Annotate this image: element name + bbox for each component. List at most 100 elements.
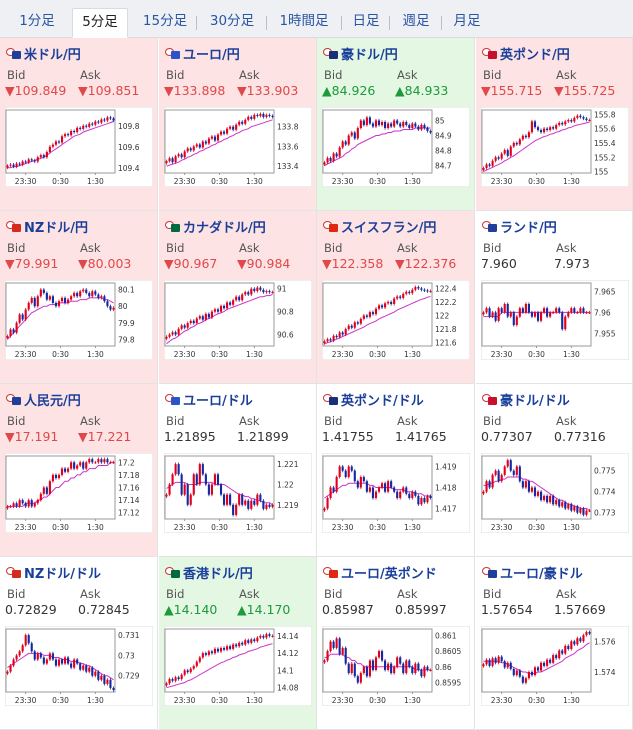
candle-body bbox=[88, 292, 91, 297]
tab-6[interactable]: 週足 bbox=[402, 13, 430, 29]
pair-name[interactable]: 人民元/円 bbox=[24, 393, 81, 409]
rate-panel[interactable]: 英ポンド/円 Bid Ask ▼155.715 ▼155.725 155.8 155.6 15… bbox=[476, 38, 633, 211]
candle-body bbox=[350, 663, 353, 674]
pair-name[interactable]: 香港ドル/円 bbox=[183, 566, 253, 582]
candle-body bbox=[329, 641, 332, 652]
pair-name[interactable]: スイスフラン/円 bbox=[341, 220, 437, 236]
pair-title[interactable]: ユーロ/ドル bbox=[165, 390, 253, 409]
candle-body bbox=[100, 296, 103, 298]
ask-label: Ask bbox=[80, 587, 101, 601]
pair-name[interactable]: NZドル/円 bbox=[24, 220, 89, 236]
pair-title[interactable]: ユーロ/豪ドル bbox=[482, 563, 583, 582]
rate-panel[interactable]: ユーロ/英ポンド Bid Ask 0.85987 0.85997 0.861 0.8605 0… bbox=[317, 557, 475, 730]
candle-body bbox=[256, 494, 259, 505]
pair-title[interactable]: ユーロ/英ポンド bbox=[323, 563, 437, 582]
candle-body bbox=[85, 462, 88, 469]
pair-title[interactable]: NZドル/ドル bbox=[6, 563, 102, 582]
candle-body bbox=[15, 503, 18, 507]
candle-body bbox=[527, 672, 530, 679]
tab-3[interactable]: 30分足 bbox=[209, 13, 255, 29]
pair-name[interactable]: 米ドル/円 bbox=[24, 47, 81, 63]
flag-part bbox=[12, 396, 21, 405]
y-tick-label: 84.7 bbox=[435, 162, 452, 171]
candle-body bbox=[512, 312, 515, 325]
candle-body bbox=[329, 158, 332, 161]
rate-panel[interactable]: ユーロ/豪ドル Bid Ask 1.57654 1.57669 1.576 1.574 23:… bbox=[476, 557, 633, 730]
rate-panel[interactable]: 香港ドル/円 Bid Ask ▲14.140 ▲14.170 14.14 14.12 14.1… bbox=[159, 557, 317, 730]
x-tick-label: 1:30 bbox=[87, 350, 104, 359]
pair-title[interactable]: ランド/円 bbox=[482, 217, 557, 236]
candle-body bbox=[323, 341, 326, 344]
tab-7[interactable]: 月足 bbox=[453, 13, 481, 29]
candle-body bbox=[497, 470, 500, 482]
ask-price: ▼90.984 bbox=[237, 256, 290, 271]
rate-panel[interactable]: NZドル/ドル Bid Ask 0.72829 0.72845 0.731 0.73 0.72… bbox=[0, 557, 158, 730]
pair-name[interactable]: NZドル/ドル bbox=[24, 566, 102, 582]
pair-title[interactable]: 英ポンド/ドル bbox=[323, 390, 424, 409]
pair-name[interactable]: ユーロ/豪ドル bbox=[500, 566, 583, 582]
tab-5[interactable]: 日足 bbox=[352, 13, 380, 29]
pair-name[interactable]: ユーロ/ドル bbox=[183, 393, 253, 409]
pair-title[interactable]: 米ドル/円 bbox=[6, 44, 81, 63]
tab-4[interactable]: 1時間足 bbox=[279, 13, 329, 29]
rate-panel[interactable]: NZドル/円 Bid Ask ▼79.991 ▼80.003 80.1 80 79.9 79.8… bbox=[0, 211, 158, 384]
rate-panel[interactable]: ユーロ/ドル Bid Ask 1.21895 1.21899 1.221 1.22 1.219… bbox=[159, 384, 317, 557]
candle-body bbox=[210, 136, 213, 139]
rate-panel[interactable]: ユーロ/円 Bid Ask ▼133.898 ▼133.903 133.8 133.6 133… bbox=[159, 38, 317, 211]
candle-body bbox=[48, 481, 51, 494]
pair-title[interactable]: スイスフラン/円 bbox=[323, 217, 437, 236]
candle-body bbox=[326, 339, 329, 342]
candle-body bbox=[485, 164, 488, 168]
candle-body bbox=[549, 127, 552, 131]
tab-0[interactable]: 1分足 bbox=[19, 13, 55, 29]
candle-body bbox=[201, 316, 204, 320]
candle-body bbox=[362, 477, 365, 482]
rate-panel[interactable]: 豪ドル/ドル Bid Ask 0.77307 0.77316 0.775 0.774 0.77… bbox=[476, 384, 633, 557]
candle-body bbox=[485, 481, 488, 492]
candle-body bbox=[39, 289, 42, 297]
ask-value: 0.77316 bbox=[554, 429, 606, 444]
pair-name[interactable]: 英ポンド/ドル bbox=[341, 393, 424, 409]
pair-title[interactable]: 香港ドル/円 bbox=[165, 563, 253, 582]
pair-title[interactable]: ユーロ/円 bbox=[165, 44, 240, 63]
rate-panel[interactable]: スイスフラン/円 Bid Ask ▼122.358 ▼122.376 122.4 122.2… bbox=[317, 211, 475, 384]
y-tick-label: 122 bbox=[435, 312, 450, 321]
tab-1[interactable]: 5分足 bbox=[72, 8, 128, 38]
pair-title[interactable]: NZドル/円 bbox=[6, 217, 89, 236]
pair-name[interactable]: ランド/円 bbox=[500, 220, 557, 236]
candle-body bbox=[76, 659, 79, 664]
pair-title[interactable]: 豪ドル/円 bbox=[323, 44, 398, 63]
pair-title[interactable]: カナダドル/円 bbox=[165, 217, 266, 236]
bid-price: 1.57654 bbox=[481, 602, 533, 617]
ask-value: 90.984 bbox=[246, 256, 291, 271]
rate-panel[interactable]: 英ポンド/ドル Bid Ask 1.41755 1.41765 1.419 1.418 1.4… bbox=[317, 384, 475, 557]
candle-body bbox=[12, 164, 15, 167]
candle-body bbox=[177, 677, 180, 680]
candle-body bbox=[82, 289, 85, 292]
rate-panel[interactable]: 人民元/円 Bid Ask ▼17.191 ▼17.221 17.2 17.18 17.16 1… bbox=[0, 384, 158, 557]
tab-2[interactable]: 15分足 bbox=[142, 13, 188, 29]
pair-title[interactable]: 人民元/円 bbox=[6, 390, 81, 409]
pair-name[interactable]: カナダドル/円 bbox=[183, 220, 266, 236]
rate-panel[interactable]: 豪ドル/円 Bid Ask ▲84.926 ▲84.933 85 84.9 84.8 84.7 2… bbox=[317, 38, 475, 211]
pair-name[interactable]: ユーロ/円 bbox=[183, 47, 240, 63]
candle-body bbox=[494, 470, 497, 475]
candle-body bbox=[530, 487, 534, 492]
candle-body bbox=[103, 296, 106, 302]
rate-panel[interactable]: ランド/円 Bid Ask 7.960 7.973 7.965 7.96 7.955 23:30… bbox=[476, 211, 633, 384]
bid-label: Bid bbox=[324, 241, 343, 255]
pair-title[interactable]: 豪ドル/ドル bbox=[482, 390, 570, 409]
y-tick-label: 0.8605 bbox=[435, 647, 461, 656]
candle-body bbox=[365, 315, 368, 317]
y-tick-label: 79.9 bbox=[118, 319, 135, 328]
rate-panel[interactable]: 米ドル/円 Bid Ask ▼109.849 ▼109.851 109.8 109.6 109… bbox=[0, 38, 158, 211]
pair-name[interactable]: 豪ドル/円 bbox=[341, 47, 398, 63]
candle-body bbox=[405, 660, 408, 674]
pair-name[interactable]: 豪ドル/ドル bbox=[500, 393, 570, 409]
pair-name[interactable]: ユーロ/英ポンド bbox=[341, 566, 437, 582]
candle-body bbox=[259, 494, 262, 501]
rate-panel[interactable]: カナダドル/円 Bid Ask ▼90.967 ▼90.984 91 90.8 90.6 23:… bbox=[159, 211, 317, 384]
pair-name[interactable]: 英ポンド/円 bbox=[500, 47, 570, 63]
pair-title[interactable]: 英ポンド/円 bbox=[482, 44, 570, 63]
candle-body bbox=[259, 113, 262, 116]
